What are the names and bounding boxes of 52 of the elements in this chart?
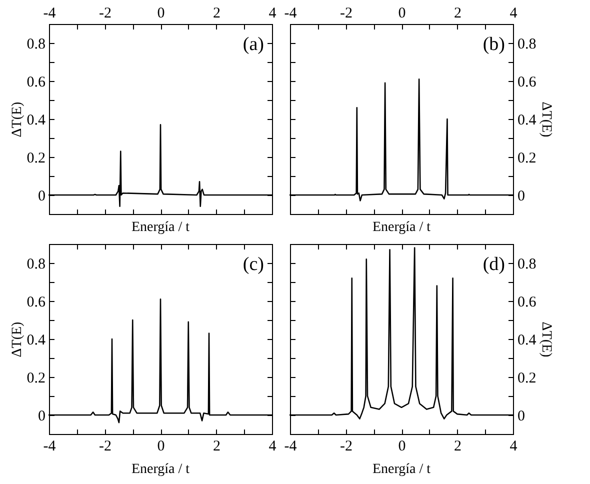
y2-tick-label: 0.6 xyxy=(518,294,537,310)
x-tick-label: 2 xyxy=(454,6,462,22)
y2-tick-label: 0.8 xyxy=(518,36,536,52)
y-tick-label: 0.4 xyxy=(26,112,46,128)
x-tick-label: -4 xyxy=(43,438,56,454)
x-tick-label: -2 xyxy=(99,438,112,454)
x-tick-label: 4 xyxy=(510,438,518,454)
y-tick-label: 0.4 xyxy=(26,332,46,348)
x-tick-label: -2 xyxy=(340,6,352,22)
y-tick-label: 0 xyxy=(38,188,46,204)
y2-axis-title: ΔT(E) xyxy=(538,322,554,358)
y2-tick-label: 0.6 xyxy=(518,74,537,90)
y-axis-title: ΔT(E) xyxy=(10,101,25,138)
y-tick-label: 0.8 xyxy=(26,256,46,272)
annotation: (d) xyxy=(482,254,505,275)
y2-tick-label: 0.8 xyxy=(518,256,536,272)
x-tick-label: 2 xyxy=(454,438,462,454)
x-tick-label: 0 xyxy=(398,6,406,22)
annotation: (c) xyxy=(242,254,264,275)
y2-tick-label: 0 xyxy=(518,188,525,204)
x-axis-title: Energía / t xyxy=(131,462,190,477)
x-tick-label: -4 xyxy=(284,6,298,22)
y2-axis-title: ΔT(E) xyxy=(538,102,554,138)
y2-tick-label: 0.4 xyxy=(518,332,537,348)
annotation: (a) xyxy=(242,34,264,55)
x-tick-label: 2 xyxy=(213,6,220,22)
y2-tick-label: 0.2 xyxy=(518,370,536,386)
y2-tick-label: 0 xyxy=(518,408,525,424)
x-tick-label: -2 xyxy=(99,6,112,22)
x-tick-label: 0 xyxy=(157,438,165,454)
x-tick-label: -2 xyxy=(340,438,352,454)
y-tick-label: 0.6 xyxy=(26,294,46,310)
y-axis-title: ΔT(E) xyxy=(10,321,25,358)
x-axis-title: Energía / t xyxy=(131,220,190,235)
y2-tick-label: 0.2 xyxy=(518,150,536,166)
y-tick-label: 0.8 xyxy=(26,36,46,52)
y-tick-label: 0.2 xyxy=(26,370,46,386)
x-tick-label: 4 xyxy=(268,438,277,454)
y-tick-label: 0.2 xyxy=(26,150,46,166)
x-axis-title: Energía / t xyxy=(372,220,431,235)
x-tick-label: -4 xyxy=(43,6,56,22)
x-tick-label: 4 xyxy=(268,6,277,22)
annotation: (b) xyxy=(482,34,505,55)
x-tick-label: 4 xyxy=(510,6,518,22)
y2-tick-label: 0.4 xyxy=(518,112,537,128)
x-tick-label: -4 xyxy=(284,438,298,454)
y-tick-label: 0 xyxy=(38,408,46,424)
x-tick-label: 0 xyxy=(157,6,165,22)
y-tick-label: 0.6 xyxy=(26,74,46,90)
x-tick-label: 0 xyxy=(398,438,406,454)
x-axis-title: Energía / t xyxy=(372,462,431,477)
x-tick-label: 2 xyxy=(213,438,220,454)
